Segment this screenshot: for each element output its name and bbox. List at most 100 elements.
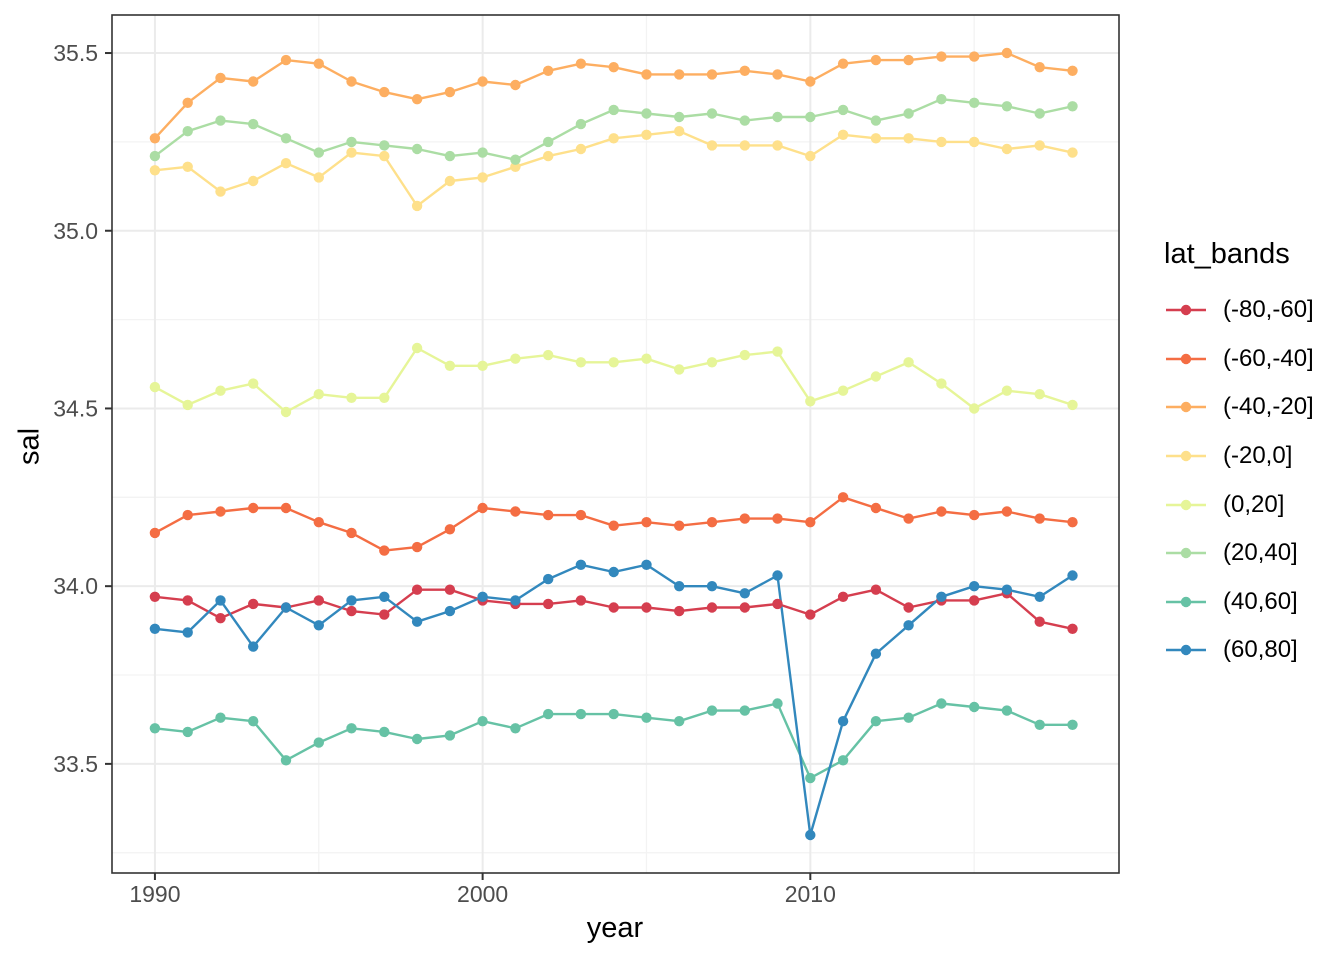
data-point-(-40,-20]-2004	[608, 61, 619, 73]
data-point-(-20,0]-2015	[969, 136, 980, 148]
data-point-(-80,-60]-1999	[444, 584, 456, 595]
data-point-(20,40]-1997	[379, 140, 390, 151]
data-point-(60,80]-2013	[903, 620, 914, 631]
data-point-(-20,0]-2010	[805, 150, 816, 162]
data-point-(20,40]-2014	[936, 94, 947, 105]
data-point-(20,40]-1992	[215, 115, 226, 126]
data-point-(-40,-20]-2013	[903, 54, 914, 66]
data-point-(-20,0]-2012	[870, 133, 882, 144]
legend-key-glyph	[1166, 402, 1206, 413]
data-point-(20,40]-2005	[641, 108, 652, 119]
data-point-(-80,-60]-2017	[1034, 616, 1045, 627]
legend-key-point	[1180, 548, 1192, 559]
data-point-(40,60]-1991	[182, 726, 193, 738]
data-point-(-80,-60]-1996	[346, 605, 357, 617]
data-point-(40,60]-2016	[1001, 705, 1013, 716]
legend-key-point	[1180, 499, 1192, 510]
legend-item: (-80,-60]	[1164, 286, 1314, 335]
data-point-(-80,-60]-2009	[772, 598, 783, 610]
data-point-(20,40]-2009	[772, 111, 783, 123]
data-point-(20,40]-1995	[313, 147, 324, 158]
data-point-(-40,-20]-2001	[510, 79, 521, 91]
data-point-(20,40]-2011	[837, 104, 849, 116]
data-point-(0,20]-2018	[1067, 399, 1078, 411]
legend-key-glyph	[1166, 353, 1206, 365]
data-point-(0,20]-2015	[969, 403, 980, 414]
data-point-(20,40]-1999	[444, 150, 456, 162]
data-point-(-20,0]-1996	[346, 147, 357, 158]
data-point-(40,60]-2005	[641, 712, 652, 723]
data-point-(-60,-40]-2015	[969, 509, 980, 521]
data-point-(0,20]-2005	[641, 353, 652, 364]
data-point-(-80,-60]-2008	[739, 602, 750, 613]
data-point-(60,80]-2016	[1001, 584, 1013, 595]
data-point-(-60,-40]-1992	[215, 506, 226, 517]
data-point-(40,60]-2004	[608, 708, 619, 720]
data-point-(0,20]-1991	[182, 399, 193, 411]
data-point-(60,80]-1998	[411, 616, 423, 627]
data-point-(-60,-40]-2008	[739, 513, 750, 524]
data-point-(-40,-20]-2012	[870, 54, 882, 66]
legend-item-label: (-80,-60]	[1223, 296, 1314, 324]
data-point-(40,60]-1995	[313, 737, 324, 748]
data-point-(0,20]-1999	[444, 360, 456, 371]
panel-background	[112, 15, 1119, 873]
legend-item-label: (-60,-40]	[1223, 344, 1314, 372]
data-point-(0,20]-1993	[248, 378, 259, 389]
data-point-(0,20]-2016	[1001, 385, 1013, 396]
data-point-(-20,0]-1994	[280, 158, 292, 169]
data-point-(-40,-20]-2016	[1001, 47, 1013, 59]
data-point-(-60,-40]-2018	[1067, 517, 1078, 528]
data-point-(-40,-20]-1993	[248, 76, 259, 87]
data-point-(-40,-20]-2018	[1067, 65, 1078, 77]
data-point-(-60,-40]-2004	[608, 520, 619, 531]
data-point-(-40,-20]-2017	[1034, 61, 1045, 73]
legend-item-label: (60,80]	[1223, 636, 1298, 664]
data-point-(0,20]-2009	[772, 346, 783, 357]
data-point-(20,40]-2018	[1067, 101, 1078, 112]
legend-key-point	[1180, 305, 1192, 316]
data-point-(-60,-40]-2003	[575, 509, 587, 521]
data-point-(-60,-40]-2010	[805, 517, 816, 528]
data-point-(40,60]-2007	[706, 705, 718, 716]
data-point-(-40,-20]-2007	[706, 69, 718, 80]
data-point-(-80,-60]-1990	[149, 591, 161, 602]
y-tick-label: 35.0	[53, 218, 98, 244]
data-point-(-60,-40]-2009	[772, 513, 783, 524]
data-point-(-20,0]-1991	[182, 161, 193, 172]
data-point-(-40,-20]-2011	[837, 58, 849, 69]
legend-item: (-20,0]	[1164, 432, 1314, 481]
data-point-(0,20]-2012	[870, 371, 882, 382]
x-axis-title: year	[586, 912, 644, 944]
data-point-(60,80]-1999	[444, 605, 456, 617]
data-point-(60,80]-1992	[215, 595, 226, 606]
data-point-(-40,-20]-2009	[772, 69, 783, 80]
y-axis-title: sal	[13, 427, 46, 466]
data-point-(-40,-20]-1995	[313, 58, 324, 69]
data-point-(60,80]-2003	[575, 559, 587, 570]
data-point-(-20,0]-2004	[608, 133, 619, 144]
data-point-(-80,-60]-2010	[805, 609, 816, 620]
legend-item: (-60,-40]	[1164, 335, 1314, 384]
data-point-(0,20]-2002	[543, 349, 554, 361]
data-point-(-60,-40]-1991	[182, 509, 193, 521]
data-point-(-20,0]-2017	[1034, 140, 1045, 151]
data-point-(-40,-20]-1996	[346, 76, 357, 87]
data-point-(60,80]-2001	[510, 595, 521, 606]
data-point-(-20,0]-2008	[739, 140, 750, 151]
legend-item-label: (0,20]	[1223, 490, 1285, 518]
data-point-(60,80]-2000	[477, 591, 488, 602]
data-point-(-40,-20]-2002	[543, 65, 554, 77]
data-point-(60,80]-2010	[805, 829, 816, 841]
data-point-(20,40]-2006	[674, 111, 685, 123]
legend: lat_bands (-80,-60] (-60,-40] (-40,-20] (-2…	[1164, 238, 1314, 675]
legend-title: lat_bands	[1164, 238, 1290, 270]
legend-item-label: (-40,-20]	[1223, 393, 1314, 421]
data-point-(-80,-60]-2006	[674, 605, 685, 617]
data-point-(-60,-40]-2002	[543, 509, 554, 521]
data-point-(-20,0]-2007	[706, 140, 718, 151]
data-point-(40,60]-2018	[1067, 719, 1078, 730]
data-point-(0,20]-1998	[411, 342, 423, 354]
